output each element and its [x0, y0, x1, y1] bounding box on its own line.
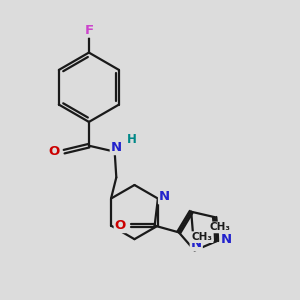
Text: F: F	[84, 24, 94, 37]
Text: CH₃: CH₃	[210, 222, 231, 233]
Text: N: N	[111, 141, 122, 154]
Text: CH₃: CH₃	[192, 232, 213, 242]
Text: N: N	[159, 190, 170, 203]
Text: O: O	[115, 219, 126, 232]
Text: H: H	[127, 133, 137, 146]
Text: O: O	[48, 145, 59, 158]
Text: N: N	[220, 233, 232, 246]
Text: N: N	[191, 237, 202, 250]
